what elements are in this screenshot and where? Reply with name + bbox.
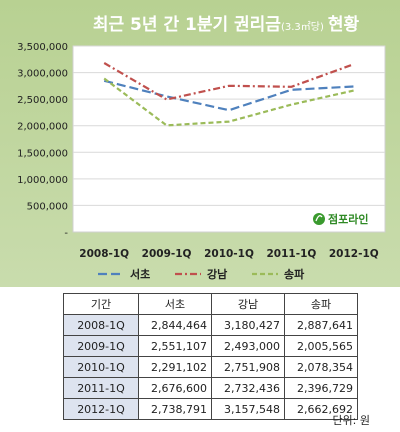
cell-value: 2,291,102 [138, 356, 212, 378]
x-tick-label: 2010-1Q [204, 248, 254, 260]
line-chart: 최근 5년 간 1분기 권리금(3.3㎡당) 현황 3,500,000 3,000,… [0, 0, 400, 287]
cell-value: 2,732,436 [211, 377, 285, 399]
y-tick-label: 1,500,000 [17, 148, 68, 159]
cell-value: 3,157,548 [211, 398, 285, 420]
x-tick-label: 2011-1Q [266, 248, 316, 260]
y-axis-ticks: 3,500,000 3,000,000 2,500,000 2,000,000 1,50… [17, 42, 68, 239]
cell-value: 2,078,354 [284, 356, 358, 378]
y-tick-label: 2,000,000 [17, 122, 68, 133]
cell-period: 2009-1Q [63, 335, 139, 357]
table-row: 2011-1Q 2,676,600 2,732,436 2,396,729 [63, 377, 358, 399]
logo-text: 점포라인 [328, 212, 368, 226]
chart-title-unit: (3.3㎡당) [281, 21, 324, 33]
cell-value: 2,005,565 [284, 335, 358, 357]
cell-value: 2,662,692 [284, 398, 358, 420]
header-gangnam: 강남 [211, 293, 285, 315]
table-row: 2010-1Q 2,291,102 2,751,908 2,078,354 [63, 356, 358, 378]
legend: 서초 강남 송파 [98, 267, 305, 281]
cell-value: 2,844,464 [138, 314, 212, 336]
header-songpa: 송파 [284, 293, 358, 315]
chart-title-suffix: 현황 [328, 15, 360, 35]
legend-label: 강남 [207, 267, 227, 281]
y-tick-label: 3,000,000 [17, 69, 68, 80]
y-tick-label: 1,000,000 [17, 175, 68, 186]
cell-period: 2011-1Q [63, 377, 139, 399]
y-tick-label: 500,000 [27, 201, 68, 212]
unit-note: 단위: 원 [332, 414, 370, 427]
cell-value: 2,887,641 [284, 314, 358, 336]
series-line-서초 [103, 79, 354, 112]
cell-value: 2,551,107 [138, 335, 212, 357]
cell-value: 3,180,427 [211, 314, 285, 336]
series-line-강남 [103, 62, 355, 101]
cell-value: 2,676,600 [138, 377, 212, 399]
chart-title: 최근 5년 간 1분기 권리금(3.3㎡당) 현황 [93, 15, 360, 35]
header-seocho: 서초 [138, 293, 212, 315]
cell-value: 2,738,791 [138, 398, 212, 420]
cell-value: 2,493,000 [211, 335, 285, 357]
cell-period: 2008-1Q [63, 314, 139, 336]
y-tick-label: 2,500,000 [17, 95, 68, 106]
legend-label: 송파 [284, 267, 305, 281]
cell-value: 2,751,908 [211, 356, 285, 378]
plot-area [72, 45, 386, 233]
x-tick-label: 2012-1Q [329, 248, 379, 260]
header-period: 기간 [63, 293, 139, 315]
cell-value: 2,396,729 [284, 377, 358, 399]
table-row: 2008-1Q 2,844,464 3,180,427 2,887,641 [63, 314, 358, 336]
x-tick-label: 2009-1Q [142, 248, 192, 260]
table-row: 2009-1Q 2,551,107 2,493,000 2,005,565 [63, 335, 358, 357]
series-lines [103, 62, 355, 127]
series-line-송파 [103, 77, 355, 127]
chart-panel: 최근 5년 간 1분기 권리금(3.3㎡당) 현황 3,500,000 3,000,… [0, 0, 400, 287]
x-axis-ticks: 2008-1Q 2009-1Q 2010-1Q 2011-1Q 2012-1Q [79, 248, 378, 260]
cell-period: 2010-1Q [63, 356, 139, 378]
table-row: 2012-1Q 2,738,791 3,157,548 2,662,692 [63, 398, 358, 420]
y-tick-label: 3,500,000 [17, 42, 68, 53]
table-header-row: 기간 서초 강남 송파 [63, 293, 358, 315]
logo-mark-icon [313, 213, 325, 225]
x-tick-label: 2008-1Q [79, 248, 129, 260]
legend-label: 서초 [130, 267, 150, 281]
cell-period: 2012-1Q [63, 398, 139, 420]
y-tick-label: - [64, 228, 68, 239]
data-table: 기간 서초 강남 송파 2008-1Q 2,844,464 3,180,427 … [63, 293, 358, 420]
logo: 점포라인 [313, 212, 368, 226]
chart-title-main: 최근 5년 간 1분기 권리금 [93, 15, 281, 35]
